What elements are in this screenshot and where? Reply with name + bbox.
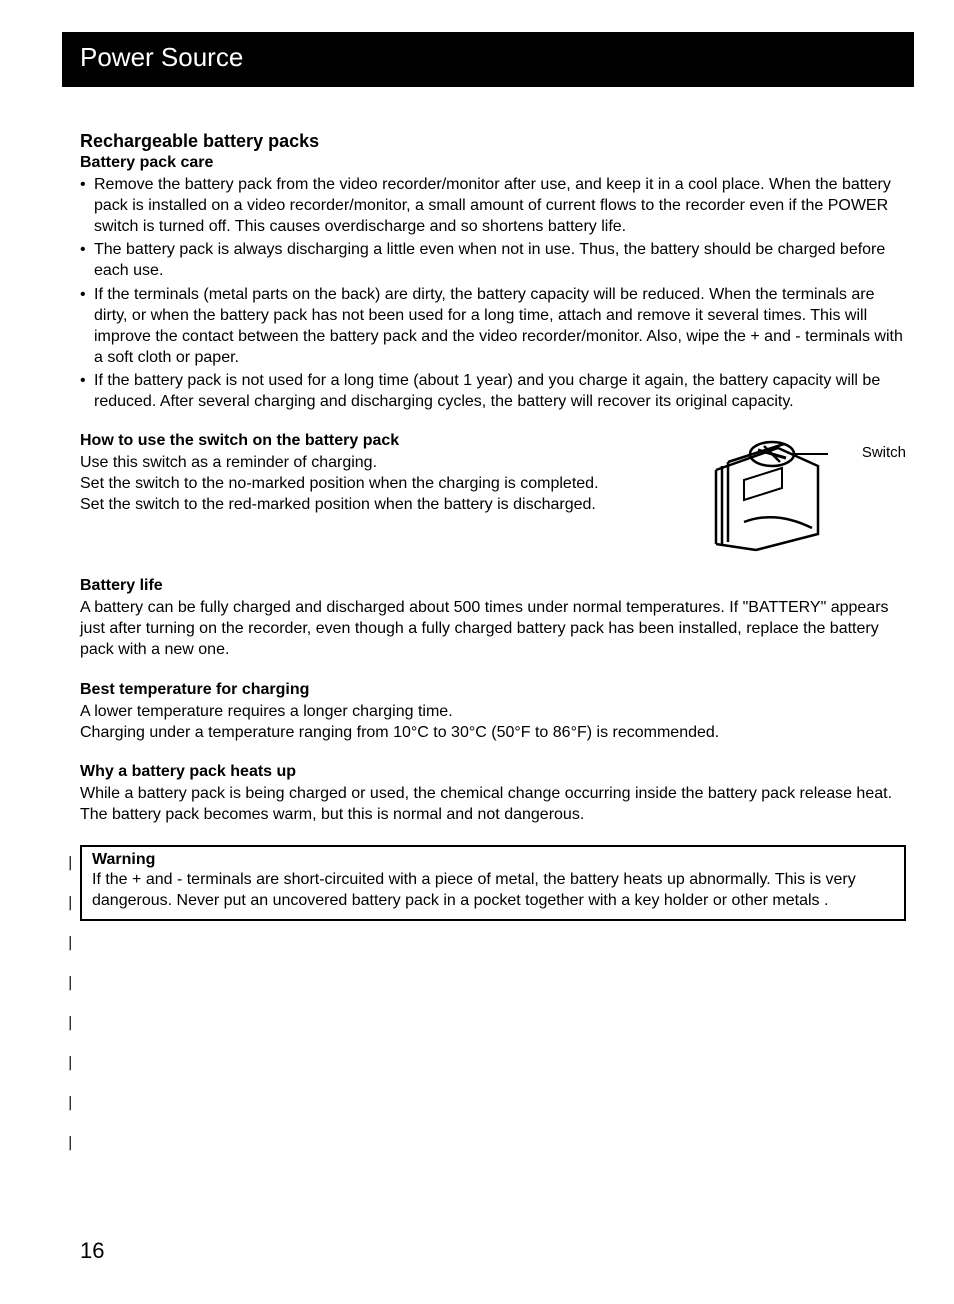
life-section: Battery life A battery can be fully char…: [80, 577, 906, 660]
switch-line: Use this switch as a reminder of chargin…: [80, 452, 670, 473]
switch-line: Set the switch to the red-marked positio…: [80, 494, 670, 515]
care-item: Remove the battery pack from the video r…: [80, 174, 906, 237]
switch-line: Set the switch to the no-marked position…: [80, 473, 670, 494]
switch-callout-label: Switch: [862, 444, 906, 461]
heat-section: Why a battery pack heats up While a batt…: [80, 763, 906, 825]
heat-heading: Why a battery pack heats up: [80, 763, 906, 781]
page: Power Source Rechargeable battery packs …: [0, 0, 954, 953]
page-number: 16: [80, 1238, 104, 1264]
warning-box: Warning If the + and - terminals are sho…: [80, 845, 906, 921]
header-bar: Power Source: [62, 32, 914, 87]
temp-section: Best temperature for charging A lower te…: [80, 681, 906, 743]
warning-heading: Warning: [92, 851, 894, 869]
care-heading: Battery pack care: [80, 154, 906, 172]
life-text: A battery can be fully charged and disch…: [80, 597, 906, 660]
care-item: If the battery pack is not used for a lo…: [80, 370, 906, 412]
switch-heading: How to use the switch on the battery pac…: [80, 432, 670, 450]
battery-switch-illustration: [686, 432, 846, 552]
temp-heading: Best temperature for charging: [80, 681, 906, 699]
switch-section: How to use the switch on the battery pac…: [80, 432, 906, 557]
care-item: The battery pack is always discharging a…: [80, 239, 906, 281]
care-item: If the terminals (metal parts on the bac…: [80, 284, 906, 368]
temp-line: Charging under a temperature ranging fro…: [80, 722, 906, 743]
margin-tick-marks: ||||||||: [66, 856, 74, 1150]
care-list: Remove the battery pack from the video r…: [80, 174, 906, 412]
temp-line: A lower temperature requires a longer ch…: [80, 701, 906, 722]
life-heading: Battery life: [80, 577, 906, 595]
section-title: Rechargeable battery packs: [80, 131, 906, 152]
warning-text: If the + and - terminals are short-circu…: [92, 869, 894, 911]
section-rechargeable: Rechargeable battery packs Battery pack …: [80, 131, 906, 412]
heat-text: While a battery pack is being charged or…: [80, 783, 906, 825]
header-title: Power Source: [80, 42, 896, 73]
switch-figure: Switch: [686, 432, 906, 557]
switch-text: How to use the switch on the battery pac…: [80, 432, 670, 515]
